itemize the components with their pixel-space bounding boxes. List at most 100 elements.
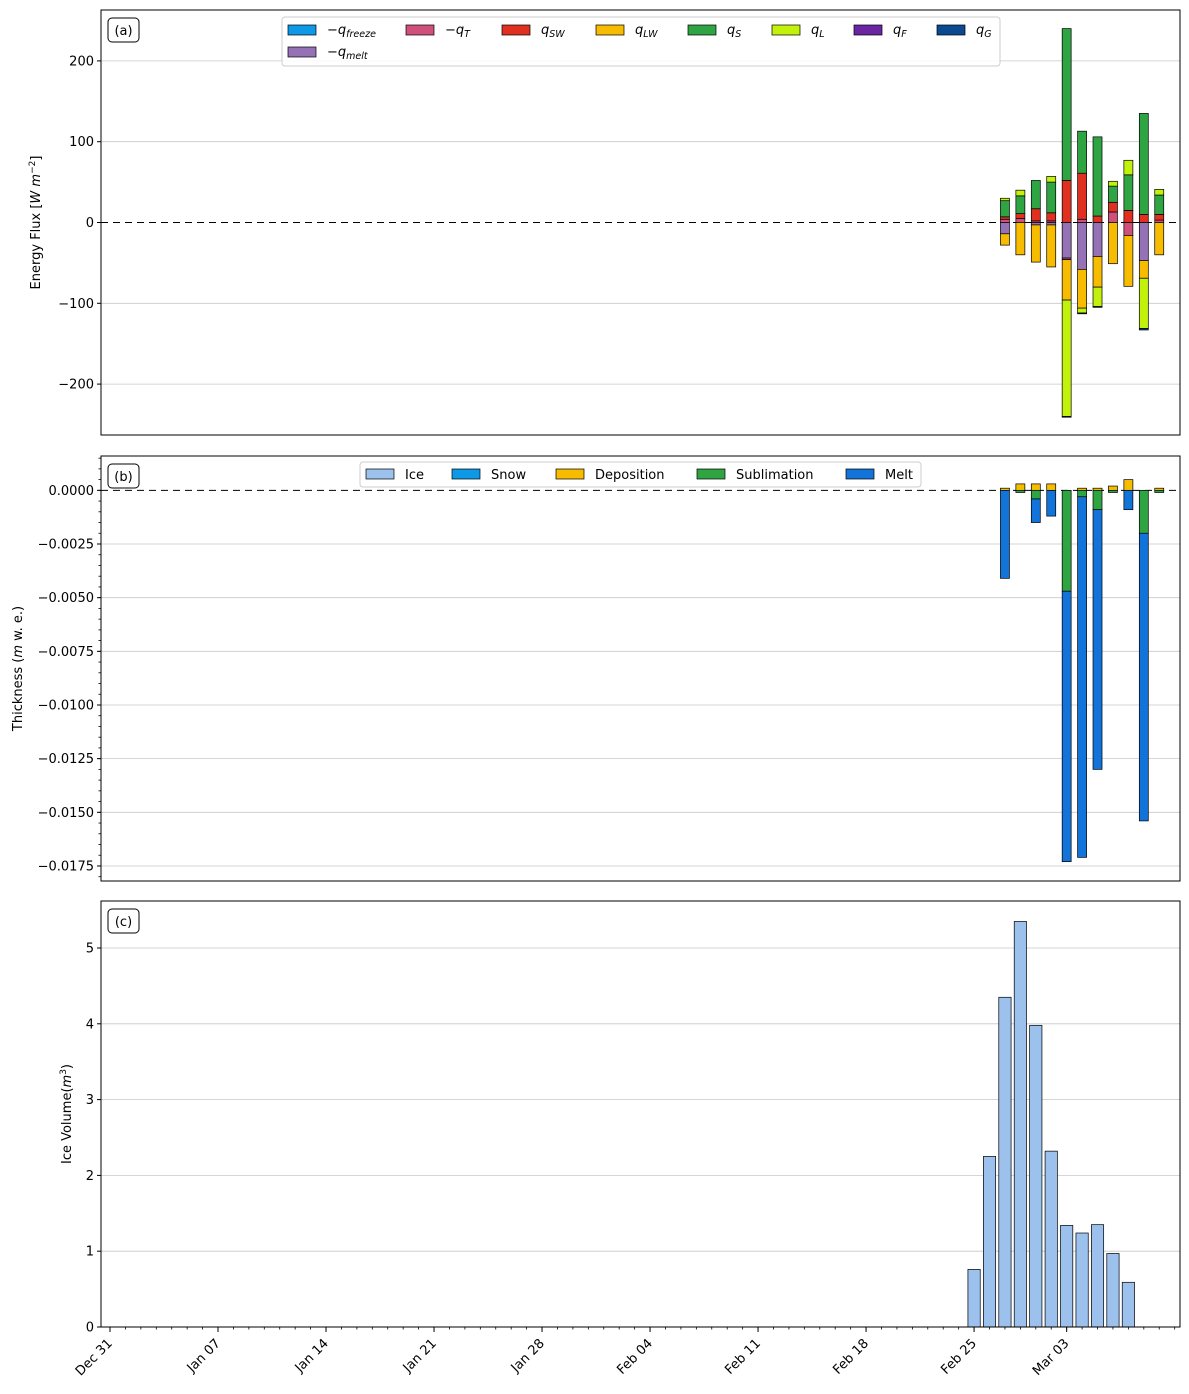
y-tick-label: 0	[86, 216, 94, 231]
bar-qs-mar-04	[1077, 130, 1087, 174]
legend-item: Snow	[451, 468, 526, 483]
bar-ice-mar-03	[1060, 1225, 1074, 1328]
panel-label-box	[107, 463, 140, 489]
legend-frame	[281, 16, 1001, 67]
legend-label: −qfreeze	[327, 23, 376, 40]
y-label-unit: m	[60, 1075, 75, 1088]
bar-qs-mar-01	[1030, 180, 1041, 210]
legend-swatch	[287, 46, 317, 58]
x-tick-label: Jan 07	[184, 1336, 224, 1376]
y-label-sup: 3	[59, 1069, 69, 1075]
bar-ql-mar-03	[1061, 299, 1072, 417]
bar-qg-mar-05	[1092, 306, 1103, 308]
bar-qsw-mar-05	[1092, 215, 1103, 223]
y-tick-label: −0.0025	[38, 538, 94, 553]
y-label-close: )	[60, 1064, 75, 1069]
x-tick-label: Feb 25	[938, 1336, 980, 1378]
bar-deposition-mar-07	[1123, 479, 1134, 491]
bar-qs-mar-08	[1138, 113, 1149, 215]
bar-melt-mar-07	[1123, 489, 1134, 511]
bar-qlw-feb-28	[1015, 222, 1026, 256]
panel-label-text: (b)	[114, 470, 132, 485]
legend-label: Snow	[491, 468, 526, 483]
bar-qt-mar-07	[1123, 222, 1134, 236]
bar-ql-mar-05	[1092, 286, 1103, 307]
legend-b: Ice Snow Deposition Sublimation Melt	[359, 461, 922, 488]
legend-swatch	[936, 24, 966, 36]
y-tick-label: 3	[86, 1093, 94, 1108]
legend-label-main: −q	[445, 23, 464, 38]
bar-melt-mar-04	[1077, 496, 1087, 858]
axes-frame	[100, 455, 1181, 882]
bar-qmelt-feb-27	[1000, 222, 1010, 235]
bar-ql-mar-04	[1077, 307, 1087, 314]
legend-label: qS	[727, 23, 741, 40]
legend-swatch	[771, 24, 801, 36]
y-tick-label: 5	[86, 941, 94, 956]
bar-melt-feb-27	[1000, 489, 1010, 579]
legend-label-main: −q	[327, 23, 346, 38]
legend-label-main: q	[541, 23, 549, 38]
bar-qsw-mar-02	[1046, 212, 1057, 222]
bar-sublimation-mar-09	[1154, 489, 1165, 493]
bar-qs-mar-03	[1061, 28, 1072, 181]
legend-swatch	[696, 468, 726, 480]
legend-label: −qT	[445, 23, 471, 40]
legend-label: qSW	[541, 23, 565, 40]
panel-b: 0.0000 −0.0025 −0.0050 −0.0075 −0.0100 −0.012…	[11, 455, 1181, 882]
bar-qlw-mar-03	[1061, 259, 1072, 301]
y-label-unit: m	[11, 645, 26, 658]
y-tick-label: −0.0125	[38, 752, 94, 767]
bar-qs-feb-28	[1015, 195, 1026, 214]
legend-swatch	[595, 24, 625, 36]
bar-qs-mar-05	[1092, 136, 1103, 217]
bar-qmelt-mar-08	[1138, 222, 1149, 261]
legend-item: −qT	[405, 23, 471, 40]
legend-label-main: q	[811, 23, 819, 38]
bar-ice-feb-25	[967, 1269, 981, 1328]
bar-ice-mar-02	[1044, 1150, 1058, 1328]
bar-qlw-mar-05	[1092, 256, 1103, 288]
x-tick-label: Feb 18	[830, 1336, 872, 1378]
legend-label-sub: F	[901, 29, 907, 40]
bar-qt-feb-28	[1015, 218, 1026, 223]
bar-qsw-feb-27	[1000, 216, 1010, 220]
legend-swatch	[451, 468, 481, 480]
x-tick-label: Jan 21	[400, 1336, 440, 1376]
y-tick-label: −0.0175	[38, 859, 94, 874]
bar-sublimation-feb-28	[1015, 489, 1026, 493]
y-tick-label: −200	[58, 378, 94, 393]
bar-ice-mar-04	[1075, 1232, 1089, 1328]
bar-ql-mar-09	[1154, 189, 1165, 196]
legend-label: qG	[976, 23, 992, 40]
bar-qlw-mar-09	[1154, 222, 1165, 256]
legend-item: Deposition	[555, 468, 665, 483]
legend-item: qF	[853, 23, 907, 40]
bar-qmelt-mar-01	[1030, 222, 1041, 226]
legend-item: Sublimation	[696, 468, 814, 483]
y-tick-label: 4	[86, 1017, 94, 1032]
legend-label: Deposition	[595, 468, 665, 483]
legend-label-main: q	[635, 23, 643, 38]
legend-label-sub: G	[984, 29, 991, 40]
y-tick-label: −0.0150	[38, 806, 94, 821]
bar-sublimation-mar-06	[1108, 489, 1118, 493]
bar-qmelt-mar-04	[1077, 222, 1087, 270]
legend-item: −qmelt	[287, 45, 369, 62]
legend-label-sub: T	[464, 29, 471, 40]
y-tick-label: −0.0050	[38, 591, 94, 606]
bar-qsw-mar-09	[1154, 214, 1165, 221]
legend-item: Ice	[365, 468, 424, 483]
legend-item: qG	[936, 23, 992, 40]
legend-frame	[359, 461, 922, 488]
legend-item: Melt	[845, 468, 913, 483]
y-tick-label: −100	[58, 297, 94, 312]
bar-sublimation-mar-03	[1061, 489, 1072, 592]
bar-qs-mar-09	[1154, 194, 1165, 215]
x-tick-label: Mar 03	[1030, 1336, 1073, 1379]
legend-a: −qfreeze−qmelt−qT qSW qLW qS qL qF qG	[281, 16, 1001, 67]
bar-ice-feb-28	[1013, 921, 1027, 1328]
bar-ice-mar-06	[1106, 1253, 1120, 1328]
legend-item: −qfreeze	[287, 23, 376, 40]
